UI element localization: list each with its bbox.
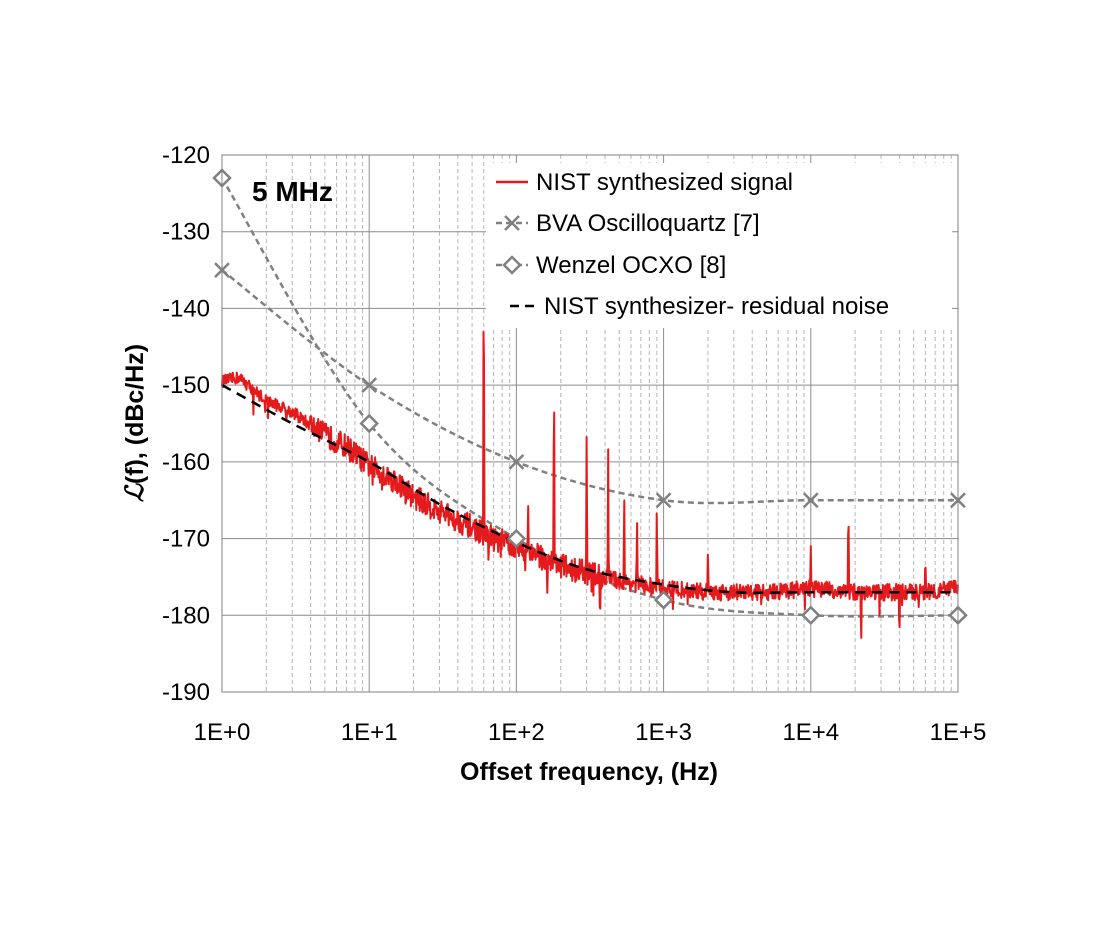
x-tick-label: 1E+2 xyxy=(488,719,545,746)
y-tick-labels: -120 -130 -140 -150 -160 -170 -180 -190 xyxy=(162,142,210,706)
x-axis-title: Offset frequency, (Hz) xyxy=(460,758,718,786)
x-tick-label: 1E+0 xyxy=(194,719,251,746)
plot-area-border xyxy=(221,154,959,693)
y-axis-title: ℒ(f), (dBc/Hz) xyxy=(120,344,149,502)
wenzel-diamond-marker xyxy=(653,590,674,610)
y-tick-label: -170 xyxy=(162,526,210,553)
bva-x-marker xyxy=(361,377,378,394)
wenzel-diamond-marker xyxy=(801,605,821,626)
wenzel-diamond-marker xyxy=(359,413,379,434)
legend-item-nist-signal: NIST synthesized signal xyxy=(496,169,793,196)
y-axis-symbol: ℒ xyxy=(120,483,149,502)
y-tick-label: -140 xyxy=(162,295,210,322)
legend-item-bva: BVA Oscilloquartz [7] xyxy=(496,210,760,237)
legend-label-residual: NIST synthesizer- residual noise xyxy=(544,293,889,320)
legend-marker-x-icon xyxy=(504,215,520,231)
y-axis-label: (f), (dBc/Hz) xyxy=(121,344,149,484)
legend-item-wenzel: Wenzel OCXO [8] xyxy=(496,252,726,279)
bva-x-marker xyxy=(655,492,672,509)
y-tick-label: -120 xyxy=(162,142,210,169)
y-tick-label: -180 xyxy=(162,602,210,629)
x-tick-label: 1E+5 xyxy=(930,719,987,746)
series-line-nist-signal xyxy=(221,330,959,639)
legend-box xyxy=(486,163,952,328)
y-tick-label: -160 xyxy=(162,449,210,476)
series-line-residual xyxy=(221,384,958,595)
x-tick-label: 1E+1 xyxy=(341,719,398,746)
legend-item-residual: NIST synthesizer- residual noise xyxy=(510,293,889,320)
legend-label-nist-signal: NIST synthesized signal xyxy=(536,169,793,196)
y-tick-label: -190 xyxy=(162,679,210,706)
legend-label-bva: BVA Oscilloquartz [7] xyxy=(536,210,760,237)
legend-marker-diamond-icon xyxy=(502,255,522,275)
series-line-bva xyxy=(221,269,958,505)
x-tick-labels: 1E+0 1E+1 1E+2 1E+3 1E+4 1E+5 xyxy=(194,719,987,746)
x-tick-label: 1E+3 xyxy=(635,719,692,746)
x-tick-label: 1E+4 xyxy=(782,719,839,746)
series-layer xyxy=(212,168,968,639)
bva-x-marker xyxy=(802,492,819,509)
legend-label-wenzel: Wenzel OCXO [8] xyxy=(536,252,726,279)
bva-x-marker xyxy=(508,453,525,470)
frequency-annotation: 5 MHz xyxy=(252,176,333,207)
legend: NIST synthesized signal BVA Oscilloquart… xyxy=(486,163,952,328)
y-tick-label: -150 xyxy=(162,372,210,399)
wenzel-diamond-marker xyxy=(506,528,527,549)
y-tick-label: -130 xyxy=(162,219,210,246)
